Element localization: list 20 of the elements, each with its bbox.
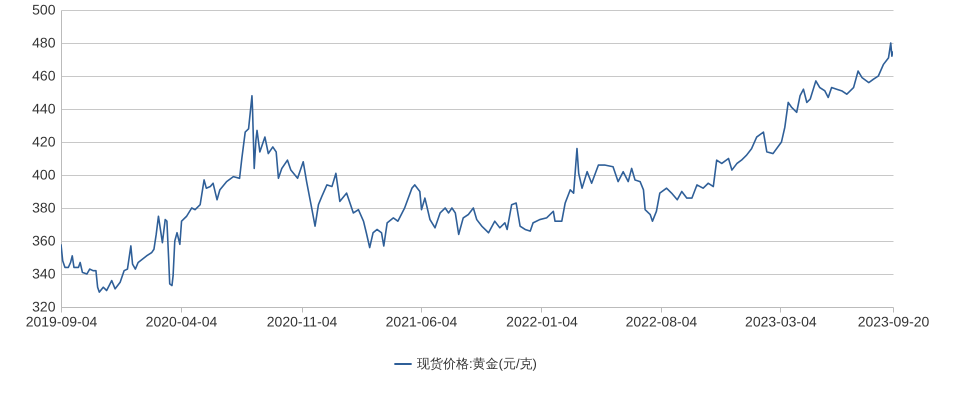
- x-tick-label: 2019-09-04: [26, 314, 98, 330]
- y-tick-label: 440: [32, 100, 56, 116]
- y-tick-label: 500: [32, 2, 56, 18]
- x-tick-label: 2023-03-04: [745, 314, 817, 330]
- y-tick-label: 460: [32, 68, 56, 84]
- y-tick-label: 480: [32, 34, 56, 50]
- y-tick-label: 420: [32, 134, 56, 150]
- y-tick-label: 340: [32, 266, 56, 282]
- x-tick-label: 2020-04-04: [146, 314, 218, 330]
- x-tick-label: 2022-08-04: [626, 314, 698, 330]
- legend-label: 现货价格:黄金(元/克): [417, 356, 537, 371]
- x-tick-label: 2023-09-20: [858, 314, 930, 330]
- y-tick-label: 380: [32, 200, 56, 216]
- y-tick-label: 360: [32, 232, 56, 248]
- line-series: [61, 42, 893, 293]
- y-tick-label: 320: [32, 298, 56, 314]
- x-tick-label: 2022-01-04: [506, 314, 578, 330]
- x-tick-label: 2021-06-04: [386, 314, 458, 330]
- y-tick-label: 400: [32, 166, 56, 182]
- x-tick-label: 2020-11-04: [266, 314, 338, 330]
